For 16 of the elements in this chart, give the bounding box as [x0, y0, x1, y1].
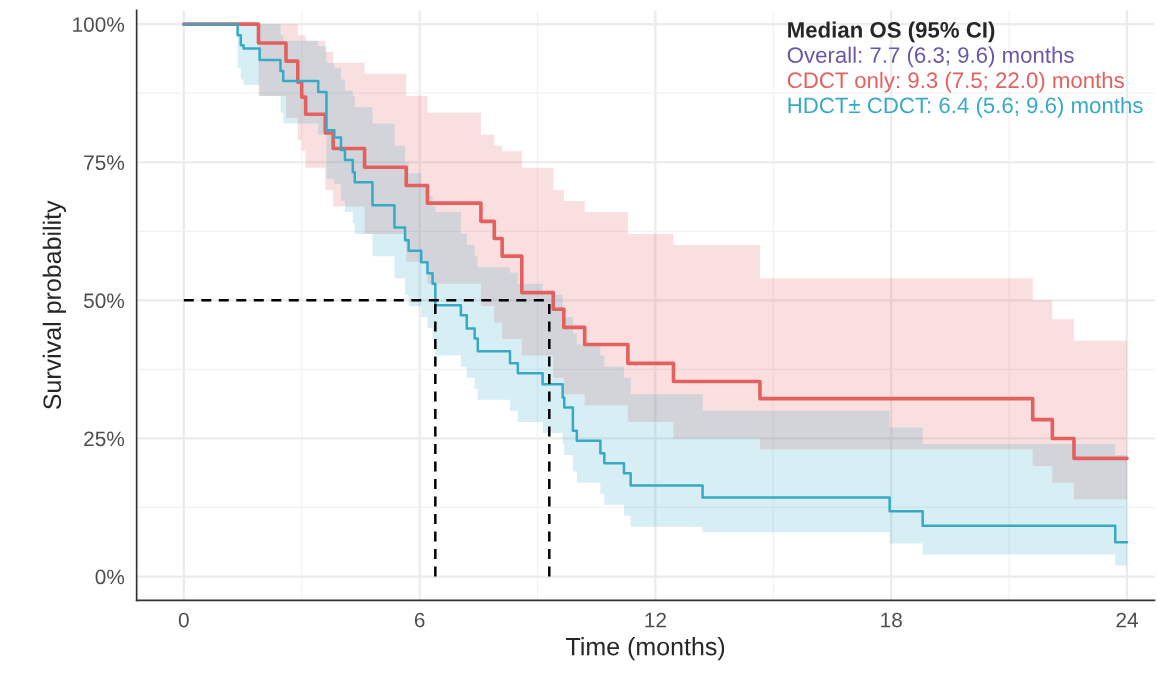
x-tick-label: 6 [414, 612, 425, 628]
y-axis-title: Survival probability [42, 200, 66, 410]
y-tick-label: 25% [84, 431, 125, 447]
y-tick-label: 75% [84, 155, 125, 171]
y-tick-label: 0% [95, 569, 125, 585]
legend-title: Median OS (95% CI) [788, 21, 995, 43]
x-tick-label: 0 [178, 612, 189, 628]
x-axis-title: Time (months) [566, 637, 725, 661]
x-tick-label: 24 [1116, 612, 1138, 628]
x-tick-label: 12 [645, 612, 666, 628]
y-tick-label: 100% [73, 17, 125, 32]
annotation: Overall: 7.7 (6.3; 9.6) months [787, 46, 1074, 68]
y-tick-label: 50% [83, 293, 125, 309]
text: HDCT± CDCT: 6.4 (5.6; 9.6) months [788, 96, 1143, 118]
text: CDCT only: 9.3 (7.5; 22.0) months [787, 71, 1124, 93]
x-tick-label: 18 [881, 612, 902, 628]
